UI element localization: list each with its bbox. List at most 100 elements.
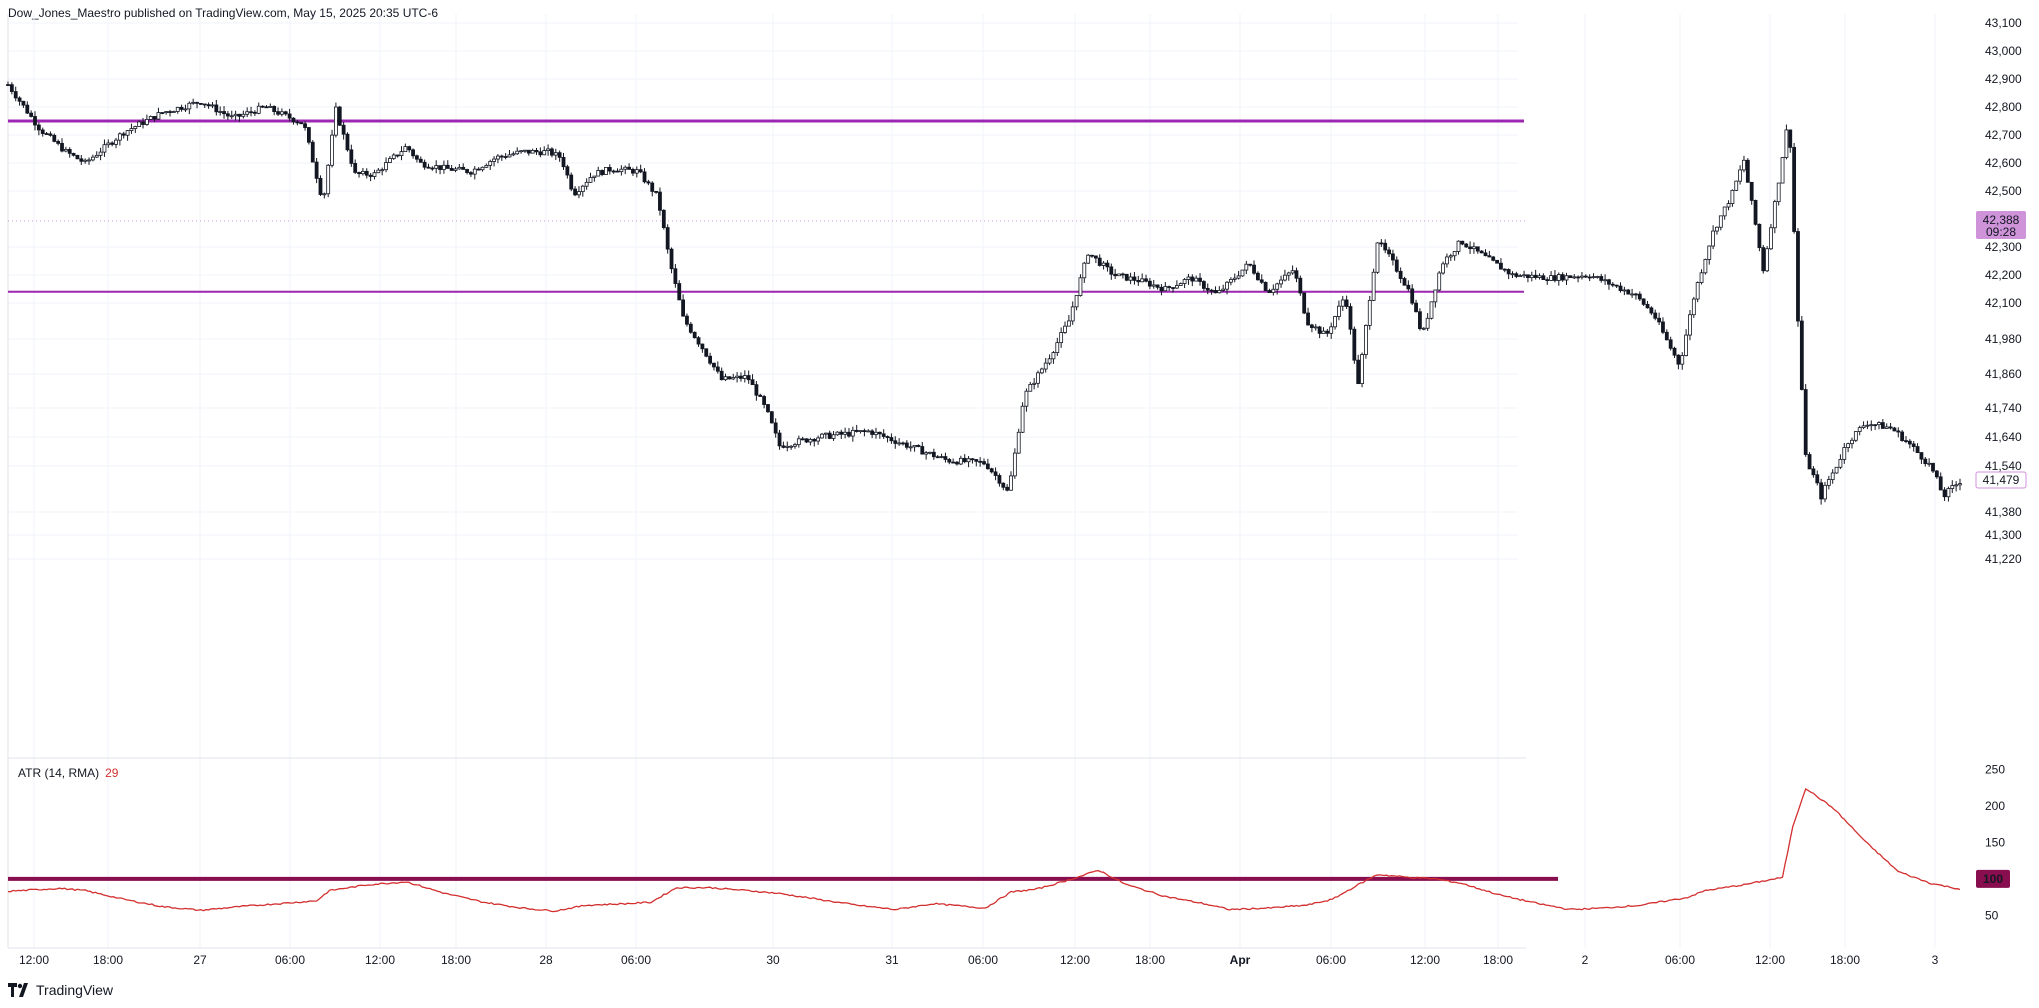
candle-body bbox=[580, 185, 585, 193]
time-tick-label: 27 bbox=[193, 953, 207, 967]
candle-body bbox=[1255, 272, 1260, 281]
candle-body bbox=[750, 379, 755, 386]
candle-body bbox=[615, 170, 620, 173]
price-tick-label: 42,900 bbox=[1985, 72, 2022, 86]
candle-body bbox=[1564, 275, 1569, 281]
candle-body bbox=[1086, 254, 1091, 264]
candle-body bbox=[1120, 273, 1125, 276]
candle-body bbox=[1344, 299, 1349, 307]
candle-body bbox=[1645, 303, 1650, 309]
candle-body bbox=[1911, 443, 1916, 447]
candle-body bbox=[345, 133, 350, 151]
candle-body bbox=[1275, 283, 1280, 290]
candle-body bbox=[1406, 284, 1411, 290]
candle-body bbox=[1437, 272, 1442, 291]
candle-body bbox=[415, 155, 419, 160]
tradingview-footer[interactable]: TradingView bbox=[8, 982, 113, 998]
candle-body bbox=[1502, 268, 1507, 271]
candle-body bbox=[1387, 249, 1391, 255]
candle-body bbox=[1005, 486, 1010, 491]
candle-body bbox=[1506, 269, 1511, 275]
candle-body bbox=[1020, 405, 1025, 433]
time-tick-label: 18:00 bbox=[441, 953, 471, 967]
candle-body bbox=[272, 106, 277, 113]
candle-body bbox=[1267, 290, 1272, 293]
candle-body bbox=[1630, 293, 1634, 296]
candle-body bbox=[395, 154, 400, 157]
atr-legend-label: ATR (14, RMA) bbox=[18, 766, 100, 780]
candle-body bbox=[820, 433, 824, 439]
candle-body bbox=[1823, 484, 1827, 500]
candle-body bbox=[1391, 253, 1395, 261]
candle-body bbox=[696, 337, 701, 345]
candle-body bbox=[858, 430, 863, 432]
time-tick-label: 06:00 bbox=[968, 953, 998, 967]
candle-body bbox=[202, 103, 207, 106]
candle-body bbox=[1684, 334, 1689, 356]
candle-body bbox=[6, 84, 10, 86]
candle-body bbox=[438, 165, 442, 170]
candle-body bbox=[1294, 270, 1299, 279]
candle-body bbox=[758, 394, 763, 397]
candle-body bbox=[372, 172, 377, 177]
atr-legend: ATR (14, RMA) 29 bbox=[18, 766, 118, 780]
candle-body bbox=[1707, 245, 1712, 260]
price-tick-label: 42,800 bbox=[1985, 100, 2022, 114]
candle-body bbox=[1853, 431, 1858, 441]
candle-body bbox=[596, 170, 601, 177]
candle-body bbox=[1695, 282, 1700, 300]
candle-body bbox=[179, 106, 184, 110]
candle-body bbox=[1364, 324, 1368, 355]
candle-body bbox=[1043, 362, 1048, 370]
time-tick-label: 06:00 bbox=[621, 953, 651, 967]
candle-body bbox=[1055, 342, 1060, 353]
candle-body bbox=[1174, 285, 1179, 289]
candle-body bbox=[94, 154, 99, 158]
candle-body bbox=[827, 432, 832, 439]
candle-body bbox=[812, 438, 817, 442]
candle-body bbox=[1039, 368, 1044, 374]
candle-body bbox=[1734, 180, 1739, 191]
candle-body bbox=[1059, 332, 1064, 344]
candle-body bbox=[569, 174, 574, 190]
candle-body bbox=[677, 283, 682, 301]
candle-body bbox=[1722, 206, 1727, 217]
candle-body bbox=[989, 468, 994, 473]
candle-body bbox=[862, 430, 867, 432]
candle-body bbox=[310, 141, 315, 163]
candle-body bbox=[604, 166, 608, 175]
candle-body bbox=[75, 154, 80, 160]
candle-body bbox=[1012, 452, 1017, 477]
candle-body bbox=[1865, 424, 1870, 427]
candle-body bbox=[83, 159, 88, 162]
candle-body bbox=[1337, 305, 1341, 317]
candle-body bbox=[796, 438, 801, 446]
candle-body bbox=[1691, 298, 1696, 316]
candle-body bbox=[1738, 169, 1743, 182]
candle-body bbox=[1421, 327, 1426, 330]
candle-body bbox=[496, 155, 500, 160]
candle-body bbox=[1367, 299, 1372, 326]
candle-body bbox=[916, 444, 921, 447]
last-price-badge bbox=[1975, 471, 2027, 489]
candle-body bbox=[515, 150, 520, 155]
candle-body bbox=[488, 161, 493, 166]
candle-body bbox=[492, 158, 496, 162]
candlesticks bbox=[6, 81, 1962, 505]
candle-body bbox=[1718, 215, 1723, 228]
candle-body bbox=[935, 456, 940, 459]
candle-body bbox=[1522, 274, 1526, 277]
candle-body bbox=[1568, 275, 1573, 278]
time-tick-label: 06:00 bbox=[1316, 953, 1346, 967]
candle-body bbox=[1379, 242, 1384, 245]
candle-body bbox=[588, 177, 593, 183]
candle-body bbox=[561, 156, 566, 168]
candle-body bbox=[1664, 331, 1669, 341]
time-tick-label: 18:00 bbox=[93, 953, 123, 967]
candle-body bbox=[1360, 354, 1364, 385]
candle-body bbox=[318, 177, 323, 195]
candle-body bbox=[1954, 484, 1959, 487]
candle-body bbox=[1599, 276, 1604, 281]
